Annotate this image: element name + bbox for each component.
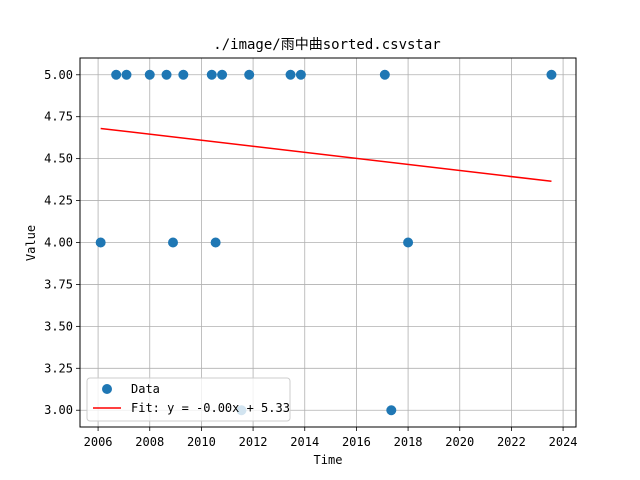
fit-line <box>100 127 552 183</box>
x-tick-label: 2018 <box>394 435 423 449</box>
data-point <box>144 69 155 80</box>
x-tick-label: 2014 <box>290 435 319 449</box>
data-point <box>386 405 397 416</box>
x-axis-label: Time <box>314 453 343 467</box>
data-point <box>403 237 414 248</box>
x-tick-label: 2006 <box>84 435 113 449</box>
data-point <box>111 69 122 80</box>
y-tick-label: 5.00 <box>44 68 73 82</box>
data-point <box>161 69 172 80</box>
legend-label-data: Data <box>131 382 160 396</box>
data-point <box>121 69 132 80</box>
x-tick-label: 2008 <box>135 435 164 449</box>
data-point <box>168 237 178 248</box>
y-tick-label: 3.25 <box>44 361 73 375</box>
data-point <box>210 237 221 248</box>
x-tick-label: 2010 <box>187 435 216 449</box>
x-tick-label: 2022 <box>497 435 526 449</box>
data-point <box>546 69 557 80</box>
legend-box <box>86 377 291 422</box>
y-axis-label: Value <box>24 225 38 261</box>
data-point <box>244 69 255 80</box>
fit-line-layer <box>100 127 552 183</box>
y-tick-label: 3.50 <box>44 319 73 333</box>
x-tick-label: 2016 <box>342 435 371 449</box>
data-points <box>95 69 557 416</box>
chart-title: ./image/雨中曲sorted.csvstar <box>213 37 440 53</box>
data-point <box>178 69 189 80</box>
y-tick-label: 4.00 <box>44 236 73 250</box>
legend-marker-data <box>102 384 112 394</box>
y-tick-label: 3.75 <box>44 277 73 291</box>
data-point <box>217 69 228 80</box>
y-tick-label: 4.75 <box>44 110 73 124</box>
data-point <box>285 69 296 80</box>
data-point <box>206 69 217 80</box>
y-axis-ticks: 3.00 3.25 3.50 3.75 4.00 4.25 4.50 4.75 5.00 <box>44 68 80 417</box>
x-tick-label: 2024 <box>549 435 578 449</box>
y-tick-label: 4.50 <box>44 152 73 166</box>
data-point <box>379 69 390 80</box>
legend: Data Fit: y = -0.00x + 5.33 <box>86 377 291 422</box>
x-tick-label: 2012 <box>239 435 268 449</box>
y-tick-label: 3.00 <box>44 403 73 417</box>
legend-label-fit: Fit: y = -0.00x + 5.33 <box>131 401 290 415</box>
data-point <box>295 69 306 80</box>
data-point <box>95 237 106 248</box>
x-tick-label: 2020 <box>445 435 474 449</box>
y-tick-label: 4.25 <box>44 194 73 208</box>
x-axis-ticks: 2006 2008 2010 2012 2014 2016 2018 2020 2022 2024 <box>84 427 578 449</box>
